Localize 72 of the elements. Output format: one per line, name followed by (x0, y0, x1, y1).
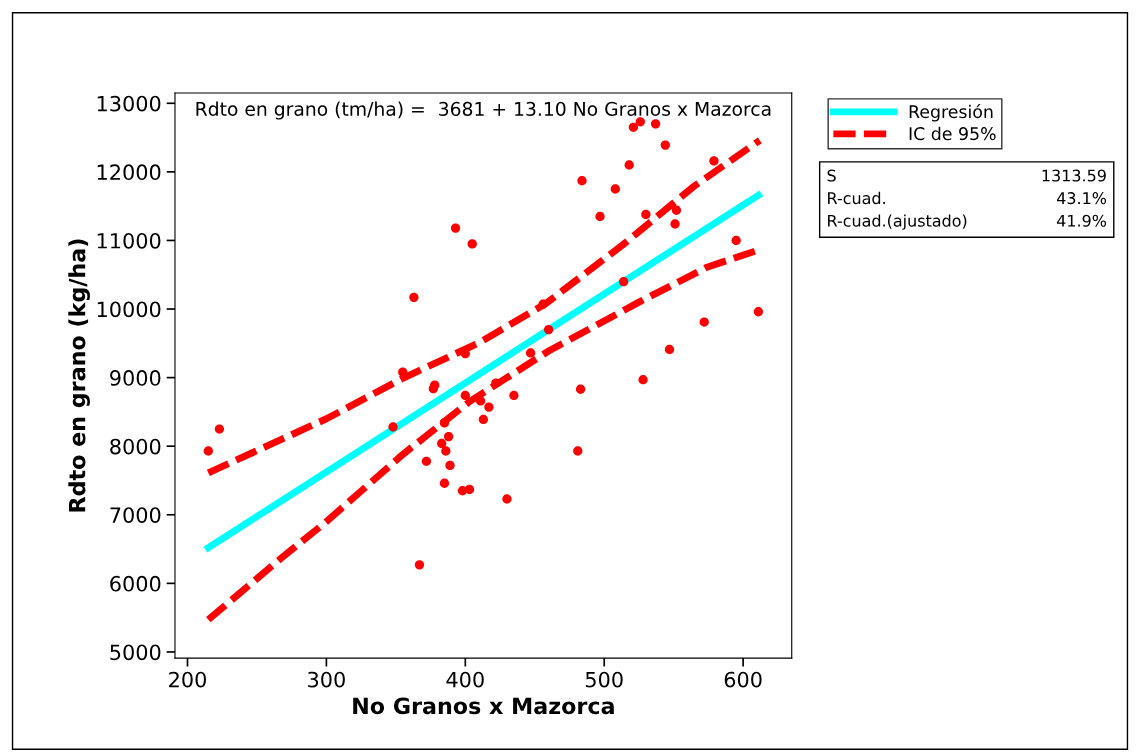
point (502, 494, 512, 504)
point (610, 184, 620, 194)
x-axis-title: No Granos x Mazorca (353, 697, 614, 715)
point (575, 384, 586, 394)
text: 43.1% (1056, 192, 1107, 205)
point (638, 375, 648, 385)
point (660, 140, 670, 150)
point (421, 456, 432, 466)
point (753, 307, 764, 317)
point (670, 219, 680, 229)
point (699, 317, 709, 327)
y-tick-label: 7000 (110, 507, 161, 523)
point (460, 390, 470, 401)
point (450, 223, 461, 233)
point (441, 446, 451, 456)
legend-label: IC de 95% (909, 126, 996, 141)
y-tick-label: 9000 (110, 370, 161, 386)
point (484, 402, 494, 412)
point (641, 209, 651, 220)
legend-label: Regresión (909, 104, 993, 122)
point (709, 156, 719, 166)
annotation: Rdto en grano (tm/ha) = 3681 + 13.10 No Granos x Mazorca (196, 101, 771, 120)
x-tick-label: 600 (724, 671, 762, 688)
point (464, 484, 475, 495)
point (624, 160, 634, 170)
point (619, 276, 629, 287)
point (635, 117, 645, 127)
point (398, 367, 408, 377)
point (478, 414, 489, 425)
point (430, 380, 440, 390)
point (443, 431, 454, 442)
point (664, 344, 675, 355)
y-tick-label: 13000 (97, 95, 161, 112)
point (439, 418, 450, 428)
x-tick-label: 300 (308, 671, 345, 688)
point (214, 424, 225, 434)
point (439, 478, 450, 488)
y-tick-label: 10000 (97, 301, 161, 318)
point (475, 396, 486, 406)
point (388, 422, 398, 432)
text: R-cuad.(ajustado) (828, 214, 967, 230)
point (509, 390, 519, 401)
x-tick-label: 400 (446, 671, 484, 688)
text: R-cuad. (828, 191, 885, 205)
point (538, 299, 548, 309)
y-tick-label: 8000 (110, 438, 161, 455)
point (445, 460, 455, 471)
point (595, 211, 605, 222)
text: S (827, 169, 836, 182)
x-tick-label: 200 (169, 671, 206, 688)
point (409, 292, 419, 303)
x-tick-label: 500 (585, 671, 623, 688)
point (628, 122, 639, 132)
text: 1313.59 (1042, 169, 1106, 182)
point (731, 235, 741, 246)
point (203, 446, 213, 456)
point (671, 205, 682, 215)
point (543, 324, 554, 335)
point (467, 239, 477, 249)
point (491, 378, 501, 388)
point (437, 438, 447, 449)
y-tick-label: 12000 (97, 164, 161, 181)
y-axis-title: Rdto en grano (kg/ha) (68, 239, 90, 512)
point (414, 560, 425, 570)
text: 41.9% (1056, 214, 1107, 227)
y-tick-label: 5000 (110, 644, 161, 661)
y-tick-label: 11000 (97, 232, 161, 249)
point (525, 348, 536, 358)
y-tick-label: 6000 (110, 575, 161, 592)
point (650, 119, 661, 129)
point (573, 446, 583, 456)
point (577, 176, 587, 186)
